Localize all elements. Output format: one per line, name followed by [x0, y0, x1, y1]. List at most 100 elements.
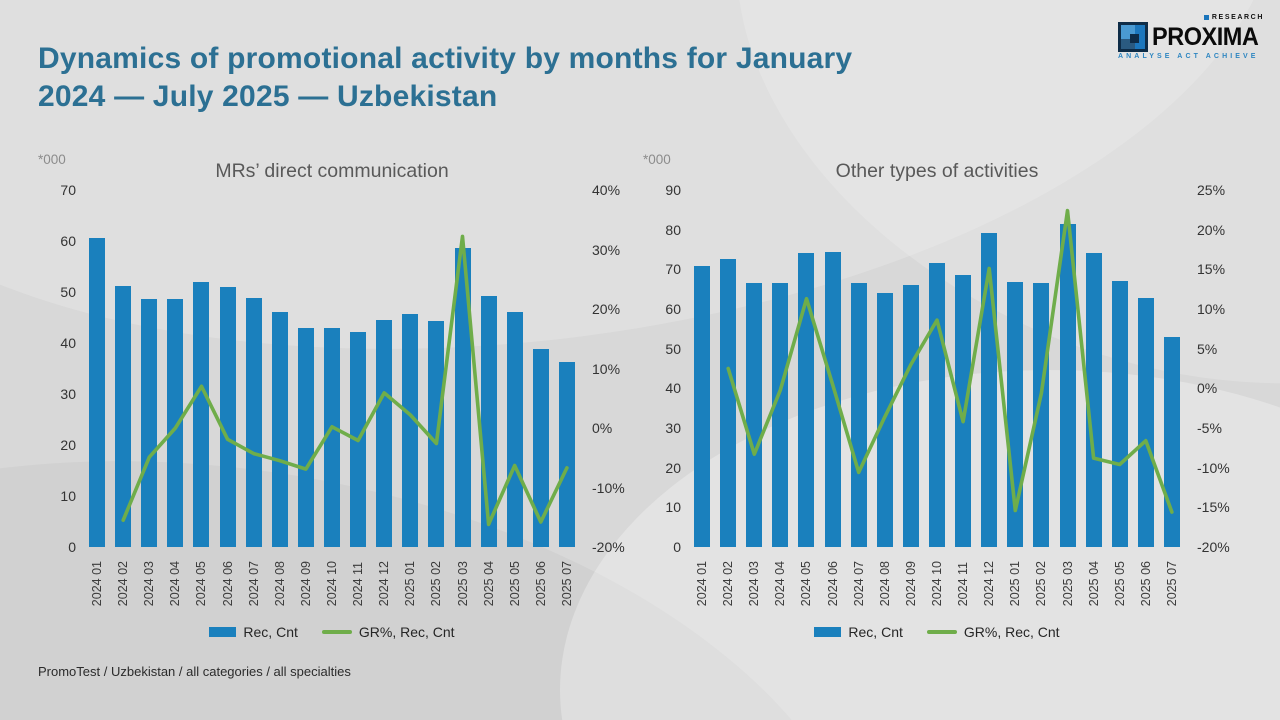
legend-bar-label: Rec, Cnt: [243, 624, 298, 640]
source-breadcrumb: PromoTest / Uzbekistan / all categories …: [38, 664, 351, 679]
bar: [559, 362, 576, 547]
x-axis-label-slot: 2024 03: [136, 552, 162, 616]
legend-item-line: GR%, Rec, Cnt: [321, 624, 455, 640]
bar-slot: [136, 190, 162, 547]
bar: [1059, 224, 1076, 547]
primary-y-axis: 70 60 50 40 30 20 10 0: [38, 182, 76, 555]
x-axis-label: 2024 11: [351, 561, 366, 607]
x-axis-label-slot: 2025 03: [450, 552, 476, 616]
x-axis-label: 2025 07: [560, 561, 575, 607]
bar: [141, 299, 158, 547]
plot-area: [84, 190, 580, 547]
x-axis-label: 2024 02: [116, 561, 131, 607]
x-axis-label-slot: 2024 10: [924, 552, 950, 616]
bar-series: [84, 190, 580, 547]
x-axis-label-slot: 2024 05: [188, 552, 214, 616]
legend: Rec, Cnt GR%, Rec, Cnt: [689, 624, 1185, 640]
x-axis-label-slot: 2024 07: [241, 552, 267, 616]
logo-research-text: RESEARCH: [1211, 14, 1264, 21]
growth-line-series: [726, 208, 1174, 514]
x-axis-label-slot: 2024 10: [319, 552, 345, 616]
x-axis-label-slot: 2025 05: [1107, 552, 1133, 616]
x-axis-label-slot: 2025 02: [423, 552, 449, 616]
legend-item-bar: Rec, Cnt: [814, 624, 903, 640]
bar: [902, 285, 919, 547]
y-axis-tick-label: 50: [60, 284, 76, 300]
y-axis-tick-label: 40: [665, 380, 681, 397]
secondary-axis-tick-label: 5%: [1197, 340, 1218, 357]
bar: [89, 238, 106, 547]
x-axis-label-slot: 2025 04: [476, 552, 502, 616]
x-axis-label-slot: 2024 04: [767, 552, 793, 616]
x-axis-label: 2025 05: [1112, 561, 1127, 607]
primary-y-axis: 90 80 70 60 50 40 30 20 10 0: [643, 182, 681, 555]
bar-slot: [371, 190, 397, 547]
axis-unit-label: *000: [643, 152, 671, 167]
x-axis-label-slot: 2025 01: [397, 552, 423, 616]
logo-mark-icon: [1118, 22, 1148, 52]
x-axis-label-slot: 2024 03: [741, 552, 767, 616]
bar: [454, 247, 471, 547]
y-axis-tick-label: 60: [665, 301, 681, 317]
x-axis-label: 2024 03: [142, 561, 157, 607]
secondary-axis-tick-label: 20%: [592, 301, 621, 317]
growth-line-series: [121, 234, 569, 527]
x-axis-label-slot: 2025 01: [1002, 552, 1028, 616]
x-axis-label-slot: 2025 06: [528, 552, 554, 616]
logo-tagline: ANALYSE ACT ACHIEVE: [1118, 53, 1259, 60]
x-axis-label-slot: 2025 07: [1159, 552, 1185, 616]
x-axis-label-slot: 2024 12: [976, 552, 1002, 616]
x-axis-label: 2024 11: [956, 561, 971, 607]
y-axis-tick-label: 10: [665, 499, 681, 516]
bar: [219, 286, 236, 547]
bar-slot: [898, 190, 924, 547]
bar-slot: [267, 190, 293, 547]
y-axis-tick-label: 90: [665, 182, 681, 198]
bar-slot: [1081, 190, 1107, 547]
chart-title: Other types of activities: [835, 160, 1039, 182]
page-title-line1: Dynamics of promotional activity by mont…: [38, 42, 853, 75]
secondary-axis-tick-label: 0%: [592, 420, 613, 436]
bar-slot: [1159, 190, 1185, 547]
bar: [245, 298, 262, 547]
y-axis-tick-label: 30: [60, 386, 76, 402]
secondary-axis-tick-label: 15%: [1197, 261, 1226, 278]
x-axis-label-slot: 2024 04: [162, 552, 188, 616]
chart-other-activities: *000 Other types of activities 90 80 70 60 5…: [643, 150, 1243, 650]
x-axis-label: 2024 07: [851, 561, 866, 607]
bar-slot: [689, 190, 715, 547]
bar: [746, 282, 763, 547]
x-axis-label-slot: 2025 04: [1081, 552, 1107, 616]
bar-slot: [767, 190, 793, 547]
secondary-axis-tick-label: -20%: [1197, 539, 1230, 555]
x-axis-label-slot: 2024 02: [715, 552, 741, 616]
growth-line: [121, 234, 569, 527]
secondary-axis-tick-label: 40%: [592, 182, 621, 198]
line-swatch-icon: [926, 630, 957, 634]
bar: [271, 311, 288, 547]
y-axis-tick-label: 0: [673, 539, 681, 555]
legend: Rec, Cnt GR%, Rec, Cnt: [84, 624, 580, 640]
x-axis-label: 2025 03: [1060, 561, 1075, 607]
bar-slot: [319, 190, 345, 547]
x-axis-label: 2025 04: [481, 561, 496, 607]
bar: [1085, 252, 1102, 547]
x-axis-label-slot: 2024 11: [345, 552, 371, 616]
bar: [694, 266, 711, 547]
bar-slot: [293, 190, 319, 547]
x-axis-label: 2024 06: [825, 561, 840, 607]
x-axis-label-slot: 2024 06: [820, 552, 846, 616]
x-axis-label: 2025 07: [1165, 561, 1180, 607]
bar-slot: [715, 190, 741, 547]
x-axis-label: 2024 12: [982, 561, 997, 607]
bar-slot: [162, 190, 188, 547]
bar-slot: [110, 190, 136, 547]
page-title: Dynamics of promotional activity by mont…: [38, 40, 1018, 116]
bar-slot: [1028, 190, 1054, 547]
x-axis-label: 2025 02: [1034, 561, 1049, 607]
logo-research-label: RESEARCH: [1118, 14, 1264, 21]
x-axis: 2024 01 2024 02 2024 03 2024 04 2024 05 2024 …: [689, 552, 1185, 616]
x-axis-label: 2024 09: [298, 561, 313, 607]
secondary-axis-tick-label: -10%: [592, 479, 625, 496]
